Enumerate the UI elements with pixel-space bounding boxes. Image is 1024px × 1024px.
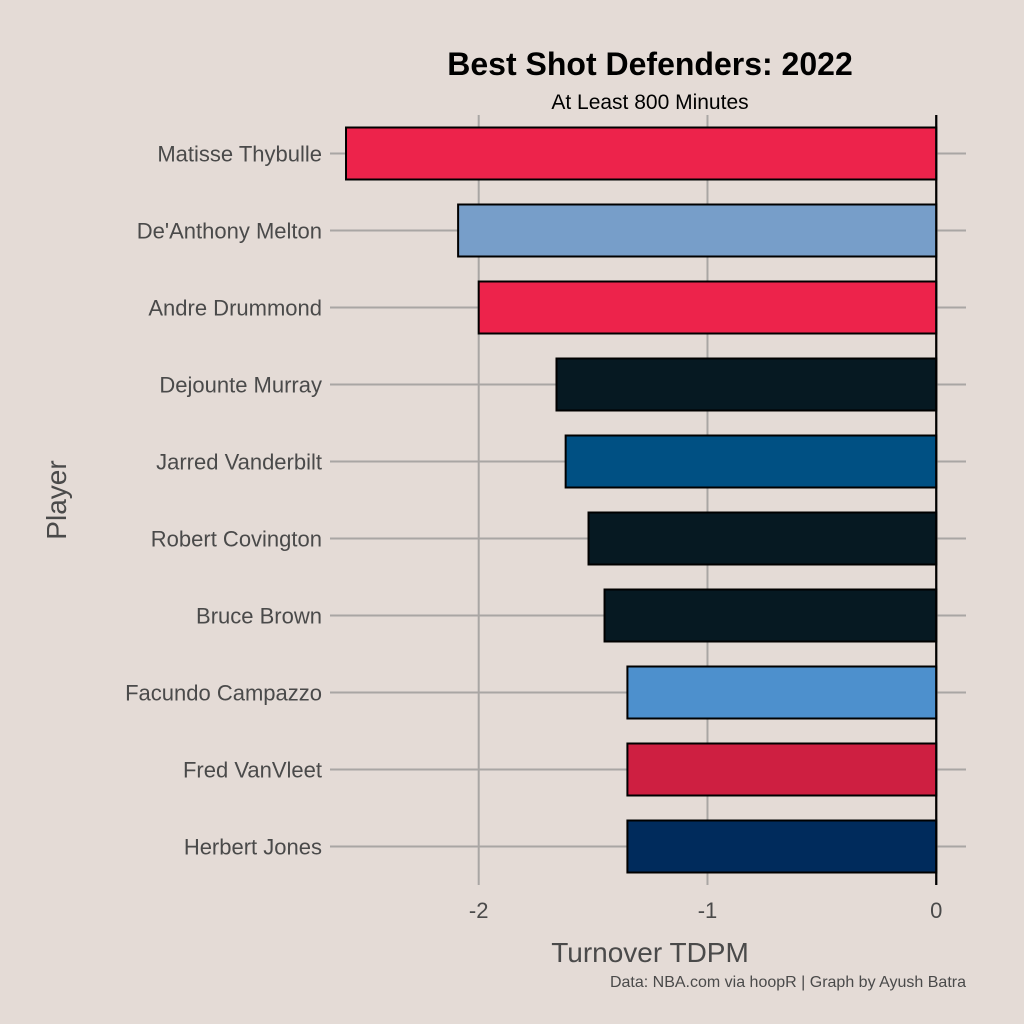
- y-axis-label: Player: [41, 460, 72, 539]
- y-tick-label: Jarred Vanderbilt: [156, 450, 322, 475]
- bar: [555, 357, 938, 412]
- x-tick-label: -2: [469, 898, 489, 923]
- x-tick-label: 0: [930, 898, 942, 923]
- bar: [626, 665, 938, 720]
- y-tick-labels: Matisse Thybulle De'Anthony Melton Andre D…: [125, 142, 322, 860]
- x-tick-label: -1: [698, 898, 718, 923]
- y-tick-label: Fred VanVleet: [183, 758, 322, 783]
- bar: [477, 280, 938, 335]
- y-tick-label: Matisse Thybulle: [157, 142, 322, 167]
- x-axis-label: Turnover TDPM: [551, 937, 749, 968]
- y-tick-label: Herbert Jones: [184, 835, 322, 860]
- bar: [345, 126, 938, 181]
- bar: [626, 819, 938, 874]
- y-tick-label: Bruce Brown: [196, 604, 322, 629]
- bar: [457, 203, 938, 258]
- bar: [603, 588, 938, 643]
- bar: [564, 434, 938, 489]
- chart-title: Best Shot Defenders: 2022: [447, 46, 852, 82]
- bar: [626, 742, 938, 797]
- y-tick-label: De'Anthony Melton: [137, 219, 322, 244]
- y-tick-label: Facundo Campazzo: [125, 681, 322, 706]
- y-tick-label: Andre Drummond: [148, 296, 322, 321]
- bar: [587, 511, 938, 566]
- caption: Data: NBA.com via hoopR | Graph by Ayush…: [610, 974, 966, 991]
- bars: [345, 115, 938, 885]
- chart-subtitle: At Least 800 Minutes: [551, 91, 748, 114]
- x-tick-labels: -2 -1 0: [469, 898, 942, 923]
- y-tick-label: Dejounte Murray: [159, 373, 322, 398]
- y-tick-label: Robert Covington: [151, 527, 322, 552]
